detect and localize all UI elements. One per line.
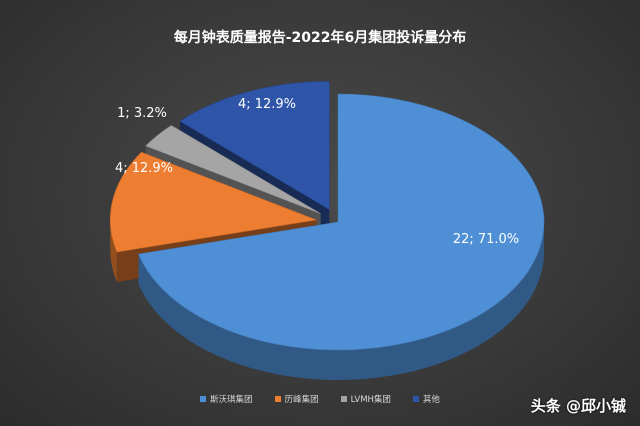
legend-swatch [274, 396, 281, 402]
watermark: 头条 @邱小铖 [530, 397, 626, 415]
legend-swatch [412, 396, 419, 402]
data-label-0: 22; 71.0% [453, 232, 519, 247]
slice-top-3 [179, 81, 330, 210]
legend-label: 其他 [422, 395, 440, 405]
legend-item-1: 历峰集团 [274, 393, 319, 405]
pie-tops [110, 81, 545, 351]
legend-label: 斯沃琪集团 [210, 395, 253, 405]
legend-label: 历峰集团 [284, 395, 319, 405]
slice-top-2 [145, 125, 321, 214]
slice-top-1 [110, 151, 318, 253]
legend-label: LVMH集团 [350, 395, 391, 405]
data-label-3: 4; 12.9% [238, 97, 296, 112]
legend-item-3: 其他 [412, 393, 440, 405]
legend-item-0: 斯沃琪集团 [200, 393, 253, 405]
data-label-1: 4; 12.9% [115, 161, 173, 176]
legend-swatch [340, 396, 347, 402]
slice-top-0 [138, 93, 545, 351]
slice-side [138, 222, 544, 380]
legend-item-2: LVMH集团 [340, 393, 391, 405]
chart-title: 每月钟表质量报告-2022年6月集团投诉量分布 [173, 30, 467, 46]
legend: 斯沃琪集团 历峰集团 LVMH集团 其他 [0, 393, 640, 405]
slice-side [110, 219, 117, 283]
legend-swatch [200, 396, 207, 402]
data-label-2: 1; 3.2% [117, 106, 167, 121]
